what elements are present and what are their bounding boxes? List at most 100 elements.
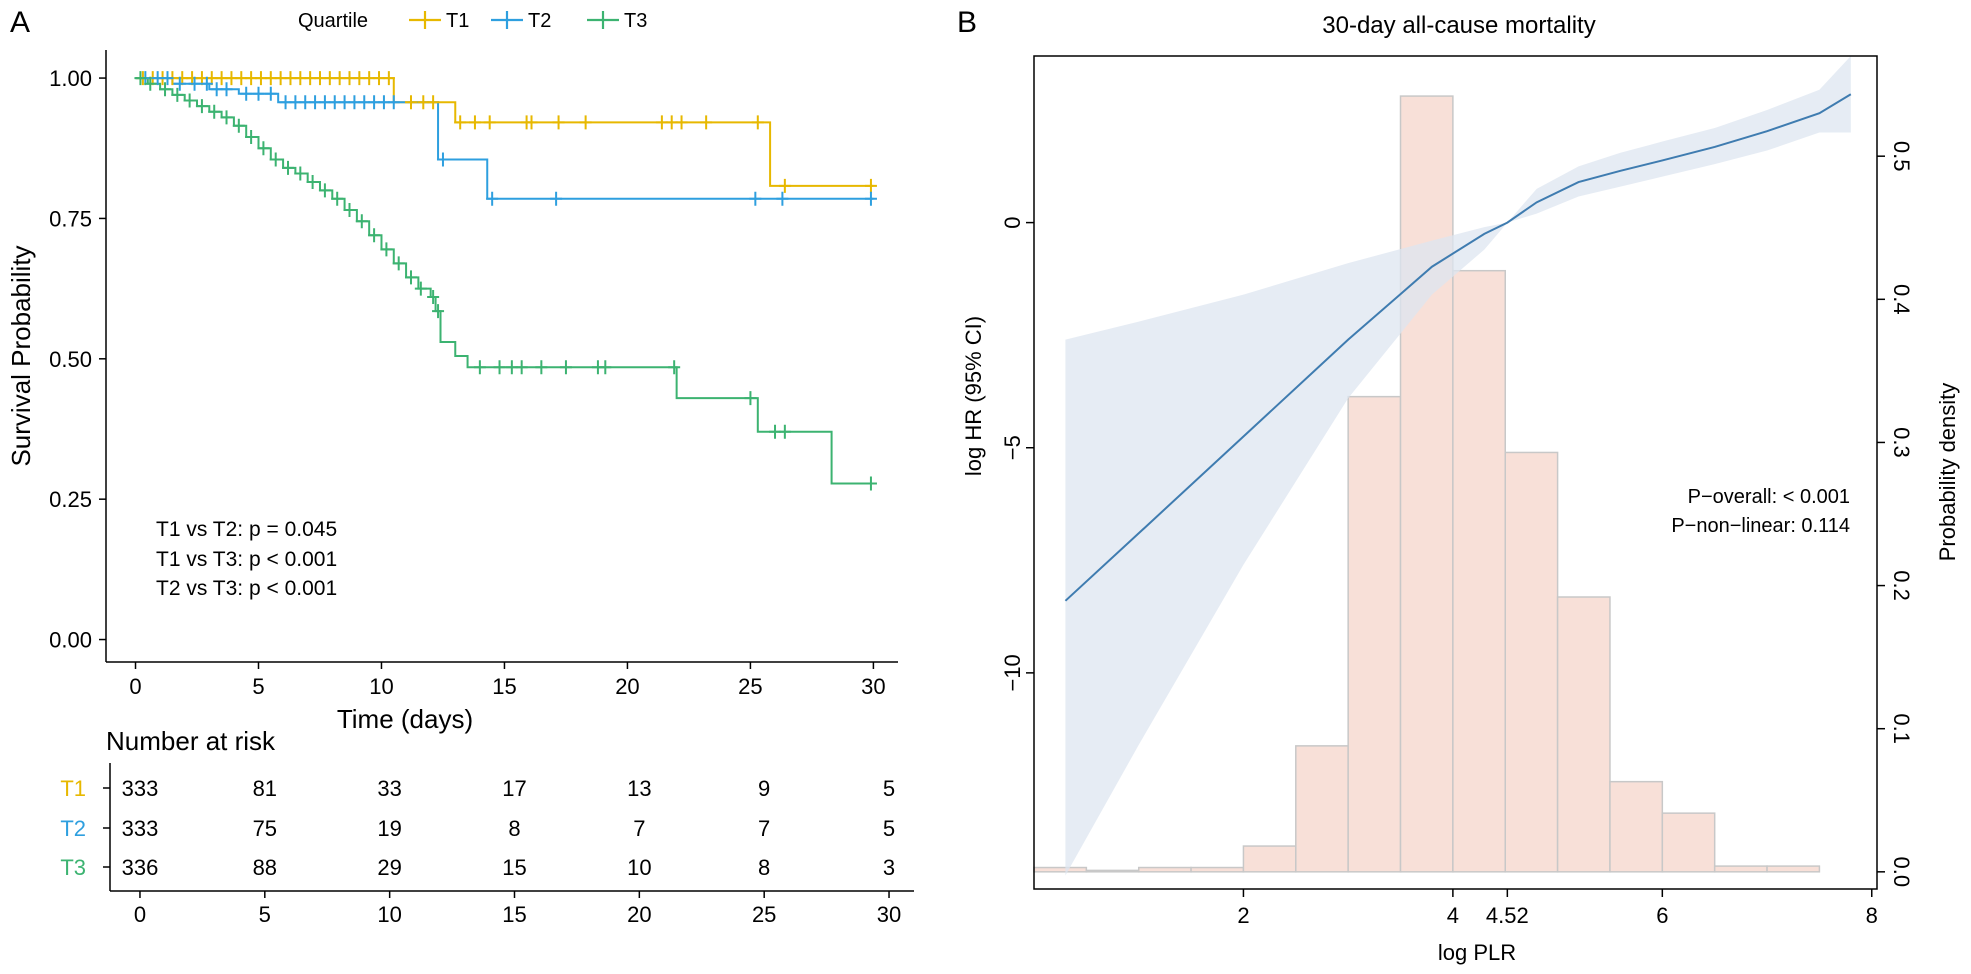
- km-curve-t1: [135, 77, 874, 187]
- censor-mark-t3: [245, 130, 258, 145]
- risk-cell: 88: [253, 855, 277, 880]
- censor-mark-t3: [668, 360, 681, 375]
- censor-mark-t2: [240, 86, 253, 101]
- density-y-tick-label: 0.1: [1889, 713, 1914, 744]
- km-x-tick-label: 20: [615, 674, 639, 699]
- risk-cell: 13: [627, 776, 651, 801]
- km-x-tick-label: 10: [369, 674, 393, 699]
- spline-y-tick-label: −5: [1000, 435, 1025, 460]
- km-x-tick-label: 15: [492, 674, 516, 699]
- legend-item-t3: T3: [587, 10, 647, 32]
- risk-cell: 81: [253, 776, 277, 801]
- censor-mark-t3: [318, 183, 331, 198]
- panel-a-label: A: [10, 6, 30, 39]
- censor-mark-t2: [486, 191, 499, 206]
- censor-mark-t3: [493, 360, 506, 375]
- risk-cell: 17: [502, 776, 526, 801]
- spline-x-ticks: 2 4 4.52 6 8: [1237, 889, 1878, 928]
- censor-mark-t3: [159, 82, 172, 97]
- censor-mark-t1: [675, 115, 688, 130]
- censor-mark-t3: [257, 141, 270, 156]
- histogram-bar: [1242, 845, 1297, 873]
- risk-x-tick-label: 5: [259, 902, 271, 927]
- censor-mark-t3: [380, 242, 393, 257]
- censor-mark-t1: [404, 95, 417, 110]
- censor-mark-t2: [776, 191, 789, 206]
- risk-x-tick-label: 10: [377, 902, 401, 927]
- censor-mark-t1: [751, 115, 764, 130]
- censor-mark-t2: [436, 152, 449, 167]
- legend-label-t1: T1: [446, 10, 469, 32]
- risk-row-label: T2: [60, 816, 86, 841]
- spline-y-axis-label: log HR (95% CI): [961, 316, 986, 476]
- censor-mark-t3: [208, 104, 221, 119]
- spline-title: 30-day all-cause mortality: [1322, 12, 1595, 39]
- risk-x-tick-label: 30: [877, 902, 901, 927]
- legend-a: Quartile T1 T2 T3: [298, 10, 647, 32]
- density-y-ticks: 0.0 0.1 0.2 0.3 0.4 0.5: [1877, 141, 1914, 887]
- risk-row-label: T3: [60, 855, 86, 880]
- km-x-axis-label: Time (days): [337, 704, 473, 734]
- censor-mark-t1: [454, 115, 467, 130]
- censor-mark-t3: [864, 476, 877, 491]
- risk-cell: 19: [377, 816, 401, 841]
- censor-mark-t3: [368, 228, 381, 243]
- censor-mark-t3: [559, 360, 572, 375]
- risk-cell: 3: [883, 855, 895, 880]
- spline-x-tick-label: 2: [1237, 903, 1249, 928]
- censor-mark-t1: [864, 178, 877, 193]
- km-y-axis-label: Survival Probability: [6, 245, 36, 466]
- spline-ci-band: [1065, 56, 1851, 876]
- histogram-bar: [1661, 812, 1716, 873]
- risk-cell: 8: [758, 855, 770, 880]
- histogram-bar: [1713, 865, 1768, 873]
- censor-mark-t2: [749, 191, 762, 206]
- km-y-tick-label: 1.00: [49, 66, 92, 91]
- censor-mark-t1: [468, 115, 481, 130]
- censor-mark-t1: [483, 115, 496, 130]
- km-x-tick-label: 0: [129, 674, 141, 699]
- pvalue-annotations: T1 vs T2: p = 0.045 T1 vs T3: p < 0.001 …: [156, 518, 337, 600]
- censor-mark-t3: [778, 424, 791, 439]
- risk-cell: 33: [377, 776, 401, 801]
- spline-y-tick-label: 0: [1000, 216, 1025, 228]
- pvalue-t2-t3: T2 vs T3: p < 0.001: [156, 577, 337, 600]
- histogram-bar: [1766, 865, 1821, 873]
- km-censor-marks: [134, 71, 877, 491]
- histogram-bar: [1399, 95, 1454, 873]
- censor-mark-t3: [269, 152, 282, 167]
- censor-mark-t2: [173, 76, 186, 91]
- km-y-ticks: 0.00 0.25 0.50 0.75 1.00: [49, 66, 106, 653]
- censor-mark-t3: [535, 360, 548, 375]
- histogram-bar: [1295, 745, 1349, 873]
- spline-x-tick-label: 4.52: [1486, 903, 1529, 928]
- km-y-tick-label: 0.00: [49, 628, 92, 653]
- spline-x-tick-label: 8: [1866, 903, 1878, 928]
- censor-mark-t3: [134, 71, 147, 86]
- censor-mark-t2: [161, 71, 174, 86]
- km-y-tick-label: 0.25: [49, 487, 92, 512]
- censor-mark-t3: [306, 174, 319, 189]
- censor-mark-t2: [188, 76, 201, 91]
- p-overall-annotation: P−overall: < 0.001: [1688, 486, 1850, 508]
- histogram-bar: [1452, 269, 1506, 873]
- km-y-tick-label: 0.75: [49, 206, 92, 231]
- density-y-tick-label: 0.4: [1889, 284, 1914, 315]
- density-y-tick-label: 0.2: [1889, 570, 1914, 601]
- censor-mark-t3: [515, 360, 528, 375]
- risk-cell: 7: [758, 816, 770, 841]
- spline-curve: [1064, 93, 1852, 602]
- censor-mark-t3: [282, 160, 295, 175]
- censor-mark-t1: [778, 178, 791, 193]
- censor-mark-t2: [200, 76, 213, 91]
- density-y-tick-label: 0.5: [1889, 141, 1914, 172]
- risk-cell: 75: [253, 816, 277, 841]
- censor-mark-t2: [550, 191, 563, 206]
- censor-mark-t3: [599, 360, 612, 375]
- histogram-bar: [1609, 780, 1664, 873]
- km-x-tick-label: 5: [252, 674, 264, 699]
- censor-mark-t2: [252, 86, 265, 101]
- km-x-ticks: 0 5 10 15 20 25 30: [129, 662, 886, 699]
- censor-mark-t2: [220, 82, 233, 97]
- risk-cell: 336: [122, 855, 159, 880]
